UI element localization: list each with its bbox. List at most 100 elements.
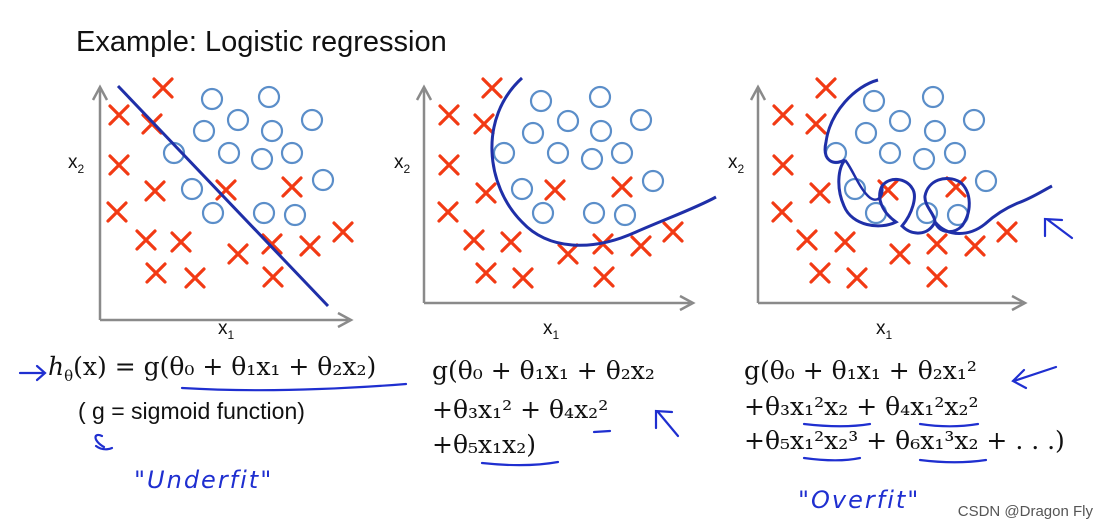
panel3-cross-13 <box>964 235 986 257</box>
panel1-hypothesis: hθ(x) = g(θ₀ + θ₁x₁ + θ₂x₂) <box>48 352 377 385</box>
panel2-y-label: x2 <box>394 152 411 176</box>
panel1-cross-9 <box>135 229 157 251</box>
panel1-cross-11 <box>227 243 249 265</box>
panel2-formula-line3: +θ₅x₁x₂) <box>432 430 537 459</box>
panel2-circle-7 <box>492 141 516 165</box>
panel2-cross-15 <box>475 262 497 284</box>
arrow-panel1-formula <box>18 364 47 382</box>
arrow-panel2-formula <box>654 409 680 438</box>
panel1-cross-15 <box>145 262 167 284</box>
panel2-cross-14 <box>662 221 684 243</box>
panel2-circle-12 <box>510 177 534 201</box>
underline-panel2-x1x2 <box>480 460 560 467</box>
panel1-circle-2 <box>257 85 281 109</box>
panel2-circle-14 <box>582 201 606 225</box>
panel2-cross-1 <box>481 77 503 99</box>
panel3-cross-11 <box>889 243 911 265</box>
panel1-cross-6 <box>215 179 237 201</box>
panel2-cross-11 <box>557 243 579 265</box>
panel2-circle-4 <box>556 109 580 133</box>
panel2-circle-15 <box>613 203 637 227</box>
arrow-panel3-line1 <box>1011 365 1058 390</box>
panel2-cross-4 <box>438 154 460 176</box>
panel2-formula-line1: g(θ₀ + θ₁x₁ + θ₂x₂ <box>432 356 655 385</box>
panel1-cross-17 <box>262 266 284 288</box>
panel2-circle-9 <box>580 147 604 171</box>
panel2-cross-2 <box>438 104 460 126</box>
panel1-cross-2 <box>108 104 130 126</box>
arrow-panel3-plot <box>1043 217 1074 240</box>
panel3-cross-9 <box>796 229 818 251</box>
panel1-cross-1 <box>152 77 174 99</box>
panel3-cross-10 <box>834 231 856 253</box>
panel1-circle-6 <box>300 108 324 132</box>
underline-panel2-x2sq <box>592 429 612 434</box>
panel1-circle-8 <box>217 141 241 165</box>
panel1-cross-14 <box>332 221 354 243</box>
panel3-circle-4 <box>888 109 912 133</box>
panel1-circle-15 <box>283 203 307 227</box>
panel1-circle-3 <box>192 119 216 143</box>
panel1-circle-14 <box>252 201 276 225</box>
panel2-circle-5 <box>589 119 613 143</box>
panel2-cross-10 <box>500 231 522 253</box>
panel2-quadratic-boundary <box>490 76 717 247</box>
panel3-cross-12 <box>926 233 948 255</box>
panel3-inner-loop <box>844 159 884 201</box>
panel1-cross-13 <box>299 235 321 257</box>
panel1-cross-10 <box>170 231 192 253</box>
underfit-handwritten-label: "Underfit" <box>134 466 274 494</box>
panel3-circle-1 <box>862 89 886 113</box>
panel3-circle-8 <box>878 141 902 165</box>
panel1-cross-12 <box>261 233 283 255</box>
panel2-circle-2 <box>588 85 612 109</box>
panel3-cross-16 <box>846 267 868 289</box>
underline-panel3-c <box>802 456 862 462</box>
underline-panel3-b <box>918 422 980 428</box>
panel1-cross-16 <box>184 267 206 289</box>
underline-panel1 <box>180 382 408 392</box>
panel2-circle-3 <box>521 121 545 145</box>
panel3-cross-17 <box>926 266 948 288</box>
panel3-circle-11 <box>974 169 998 193</box>
underline-panel3-d <box>918 458 988 464</box>
panel1-circle-1 <box>200 87 224 111</box>
panel2-cross-7 <box>611 176 633 198</box>
panel3-axes <box>749 84 1028 312</box>
panel3-cross-2 <box>772 104 794 126</box>
panel3-formula-line1: g(θ₀ + θ₁x₁ + θ₂x₁² <box>744 356 977 385</box>
panel1-cross-8 <box>106 201 128 223</box>
panel3-cross-14 <box>996 221 1018 243</box>
panel2-formula-line2: +θ₃x₁² + θ₄x₂² <box>432 395 609 424</box>
panel1-circle-9 <box>250 147 274 171</box>
panel3-cross-8 <box>771 201 793 223</box>
panel2-circle-13 <box>531 201 555 225</box>
watermark: CSDN @Dragon Fly <box>957 503 1093 520</box>
panel3-cross-5 <box>809 182 831 204</box>
mark-panel1-note <box>94 433 114 451</box>
panel3-overfit-boundary <box>823 78 1053 235</box>
panel1-circle-10 <box>280 141 304 165</box>
panel3-circle-3 <box>854 121 878 145</box>
panel3-cross-15 <box>809 262 831 284</box>
slide-title: Example: Logistic regression <box>76 26 447 58</box>
panel2-circle-6 <box>629 108 653 132</box>
panel1-cross-7 <box>281 176 303 198</box>
panel2-cross-13 <box>630 235 652 257</box>
panel1-circle-5 <box>260 119 284 143</box>
panel3-x-label: x1 <box>876 318 893 342</box>
panel2-cross-8 <box>437 201 459 223</box>
panel3-y-label: x2 <box>728 152 745 176</box>
overfit-handwritten-label: "Overfit" <box>798 486 921 514</box>
panel1-x-label: x1 <box>218 318 235 342</box>
panel3-formula-line3: +θ₅x₁²x₂³ + θ₆x₁³x₂ + . . .) <box>744 426 1065 455</box>
panel1-y-label: x2 <box>68 152 85 176</box>
panel2-cross-9 <box>463 229 485 251</box>
panel3-circle-2 <box>921 85 945 109</box>
panel2-cross-3 <box>473 113 495 135</box>
panel1-circle-13 <box>201 201 225 225</box>
panel3-cross-3 <box>805 113 827 135</box>
panel2-cross-6 <box>544 179 566 201</box>
panel2-cross-5 <box>475 182 497 204</box>
panel3-formula-line2: +θ₃x₁²x₂ + θ₄x₁²x₂² <box>744 392 979 421</box>
